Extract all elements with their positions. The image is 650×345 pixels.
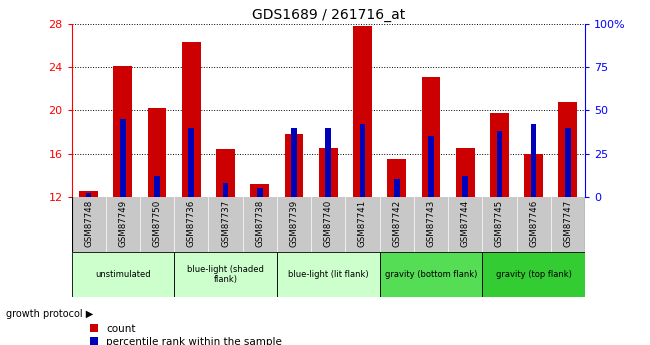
Bar [285,134,304,197]
Bar [497,131,502,197]
Bar [174,252,277,297]
Bar [114,66,132,197]
Text: GSM87738: GSM87738 [255,199,265,247]
Bar [428,136,434,197]
Text: GSM87736: GSM87736 [187,199,196,247]
Bar [72,252,174,297]
Bar [257,188,263,197]
Bar [79,191,98,197]
Text: GSM87743: GSM87743 [426,199,436,247]
Text: GSM87748: GSM87748 [84,199,93,247]
Bar [154,176,160,197]
Legend: count, percentile rank within the sample: count, percentile rank within the sample [90,324,282,345]
Bar [319,148,337,197]
Text: gravity (top flank): gravity (top flank) [496,270,571,279]
Bar [182,42,201,197]
Bar [188,128,194,197]
Bar [525,154,543,197]
Bar [326,128,331,197]
Title: GDS1689 / 261716_at: GDS1689 / 261716_at [252,8,405,22]
Bar [462,176,468,197]
Bar [359,124,365,197]
Text: blue-light (shaded
flank): blue-light (shaded flank) [187,265,264,284]
Bar [148,108,166,197]
Text: GSM87746: GSM87746 [529,199,538,247]
Bar [558,102,577,197]
Bar [277,252,380,297]
Text: GSM87739: GSM87739 [289,199,298,247]
Bar [380,252,482,297]
Bar [120,119,125,197]
Text: GSM87749: GSM87749 [118,199,127,247]
Text: GSM87744: GSM87744 [461,199,470,247]
Text: blue-light (lit flank): blue-light (lit flank) [288,270,369,279]
Text: gravity (bottom flank): gravity (bottom flank) [385,270,477,279]
Bar [223,183,228,197]
Text: GSM87750: GSM87750 [153,199,162,247]
Bar [482,252,585,297]
Text: GSM87740: GSM87740 [324,199,333,247]
Bar [250,184,269,197]
Text: GSM87741: GSM87741 [358,199,367,247]
Bar [353,26,372,197]
Bar [422,77,440,197]
Text: GSM87742: GSM87742 [392,199,401,247]
Bar [394,179,400,197]
Bar [86,193,92,197]
Text: growth protocol ▶: growth protocol ▶ [6,309,94,318]
Bar [456,148,474,197]
Bar [531,124,536,197]
Bar [565,128,571,197]
Bar [387,159,406,197]
Text: GSM87745: GSM87745 [495,199,504,247]
Bar [216,149,235,197]
Text: unstimulated: unstimulated [95,270,151,279]
Text: GSM87737: GSM87737 [221,199,230,247]
Bar [291,128,297,197]
Bar [490,112,509,197]
Text: GSM87747: GSM87747 [564,199,573,247]
